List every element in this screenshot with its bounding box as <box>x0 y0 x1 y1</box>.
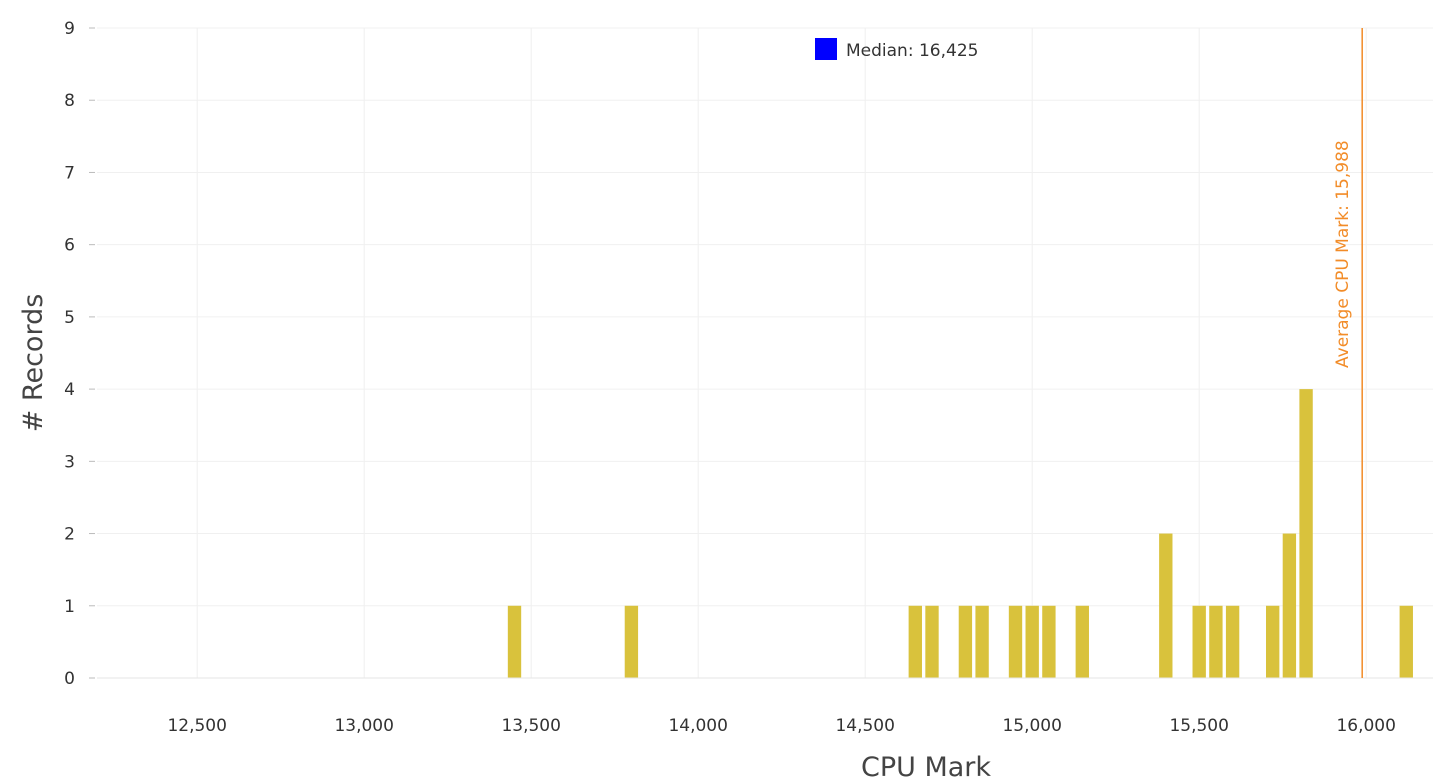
histogram-bar <box>1025 605 1039 678</box>
histogram-bar <box>1008 605 1023 678</box>
histogram-bar <box>1399 605 1413 678</box>
histogram-bar <box>1266 605 1280 678</box>
histogram-bar <box>1209 605 1223 678</box>
y-tick-label: 6 <box>64 236 75 256</box>
x-tick-label: 15,000 <box>1002 716 1061 736</box>
y-tick-label: 1 <box>64 597 75 617</box>
axis-layer: 0 1 2 3 4 5 6 7 8 9 12,500 13,000 13,500 14,000 14,500… <box>64 19 1433 736</box>
x-axis-title: CPU Mark <box>861 752 991 783</box>
bar-layer <box>507 389 1413 678</box>
average-line-label: Average CPU Mark: 15,988 <box>1333 140 1353 368</box>
y-tick-label: 2 <box>64 525 75 545</box>
y-tick-label: 9 <box>64 19 75 39</box>
legend-label: Median: 16,425 <box>846 41 978 61</box>
histogram-bar <box>958 605 973 678</box>
legend-swatch <box>815 38 837 60</box>
annotation-layer: Average CPU Mark: 15,988 <box>1333 28 1363 678</box>
histogram-bar <box>624 605 639 678</box>
histogram-bar <box>1159 533 1173 678</box>
y-tick-label: 0 <box>64 669 75 689</box>
y-axis-title: # Records <box>18 294 49 433</box>
x-tick-label: 15,500 <box>1169 716 1228 736</box>
histogram-bar <box>507 605 522 678</box>
histogram-bar <box>1299 389 1313 678</box>
histogram-bar <box>1282 533 1297 678</box>
histogram-bar <box>1042 605 1056 678</box>
histogram-bar <box>925 605 939 678</box>
y-tick-label: 5 <box>64 308 75 328</box>
x-tick-label: 13,500 <box>501 716 560 736</box>
x-tick-label: 14,500 <box>835 716 894 736</box>
histogram-bar <box>1192 605 1206 678</box>
y-tick-label: 8 <box>64 91 75 111</box>
histogram-bar <box>908 605 922 678</box>
x-tick-label: 12,500 <box>167 716 226 736</box>
histogram-bar <box>975 605 989 678</box>
x-tick-label: 13,000 <box>334 716 393 736</box>
y-tick-label: 4 <box>64 380 75 400</box>
legend[interactable]: Median: 16,425 <box>815 38 978 61</box>
histogram-bar <box>1225 605 1240 678</box>
histogram-bar <box>1075 605 1089 678</box>
y-tick-label: 3 <box>64 452 75 472</box>
x-tick-label: 16,000 <box>1336 716 1395 736</box>
grid-layer <box>97 27 1433 679</box>
y-tick-label: 7 <box>64 163 75 183</box>
x-tick-label: 14,000 <box>668 716 727 736</box>
